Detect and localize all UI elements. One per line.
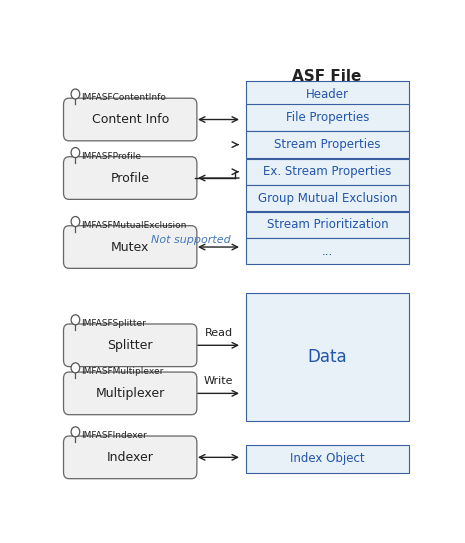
Text: Indexer: Indexer <box>107 451 153 464</box>
Text: Data: Data <box>308 348 347 366</box>
Text: Write: Write <box>204 376 233 386</box>
Circle shape <box>71 363 80 373</box>
FancyBboxPatch shape <box>64 324 197 367</box>
Circle shape <box>71 148 80 157</box>
Text: Profile: Profile <box>111 172 150 185</box>
FancyBboxPatch shape <box>64 226 197 268</box>
Text: Stream Properties: Stream Properties <box>274 138 381 151</box>
Text: IMFASFSplitter: IMFASFSplitter <box>81 319 146 328</box>
Text: Read: Read <box>205 328 232 338</box>
Text: ...: ... <box>322 245 333 258</box>
FancyBboxPatch shape <box>246 212 410 238</box>
Text: Mutex: Mutex <box>111 241 149 254</box>
FancyBboxPatch shape <box>64 436 197 479</box>
FancyBboxPatch shape <box>246 185 410 211</box>
Circle shape <box>71 217 80 226</box>
Text: Group Mutual Exclusion: Group Mutual Exclusion <box>258 192 397 205</box>
Text: File Properties: File Properties <box>286 111 369 124</box>
FancyBboxPatch shape <box>64 98 197 141</box>
Text: Stream Prioritization: Stream Prioritization <box>267 218 388 231</box>
FancyBboxPatch shape <box>246 293 410 420</box>
Text: Not supported: Not supported <box>151 235 231 244</box>
FancyBboxPatch shape <box>64 372 197 415</box>
Text: IMFASFIndexer: IMFASFIndexer <box>81 431 147 440</box>
Text: IMFASFProfile: IMFASFProfile <box>81 152 141 161</box>
Text: Header: Header <box>306 88 349 101</box>
Text: Index Object: Index Object <box>290 452 365 465</box>
Text: IMFASFContentInfo: IMFASFContentInfo <box>81 93 166 103</box>
Text: Multiplexer: Multiplexer <box>96 387 165 400</box>
FancyBboxPatch shape <box>246 445 410 473</box>
FancyBboxPatch shape <box>246 238 410 264</box>
FancyBboxPatch shape <box>246 159 410 185</box>
Circle shape <box>71 427 80 437</box>
Text: Ex. Stream Properties: Ex. Stream Properties <box>263 165 392 178</box>
Text: Content Info: Content Info <box>92 113 169 126</box>
Text: IMFASFMutualExclusion: IMFASFMutualExclusion <box>81 221 187 230</box>
Text: ASF File: ASF File <box>292 68 361 84</box>
FancyBboxPatch shape <box>64 157 197 199</box>
Text: IMFASFMultiplexer: IMFASFMultiplexer <box>81 367 164 376</box>
FancyBboxPatch shape <box>246 81 410 108</box>
Text: Splitter: Splitter <box>107 339 153 352</box>
Circle shape <box>71 89 80 99</box>
FancyBboxPatch shape <box>246 131 410 158</box>
FancyBboxPatch shape <box>246 104 410 131</box>
Circle shape <box>71 315 80 325</box>
